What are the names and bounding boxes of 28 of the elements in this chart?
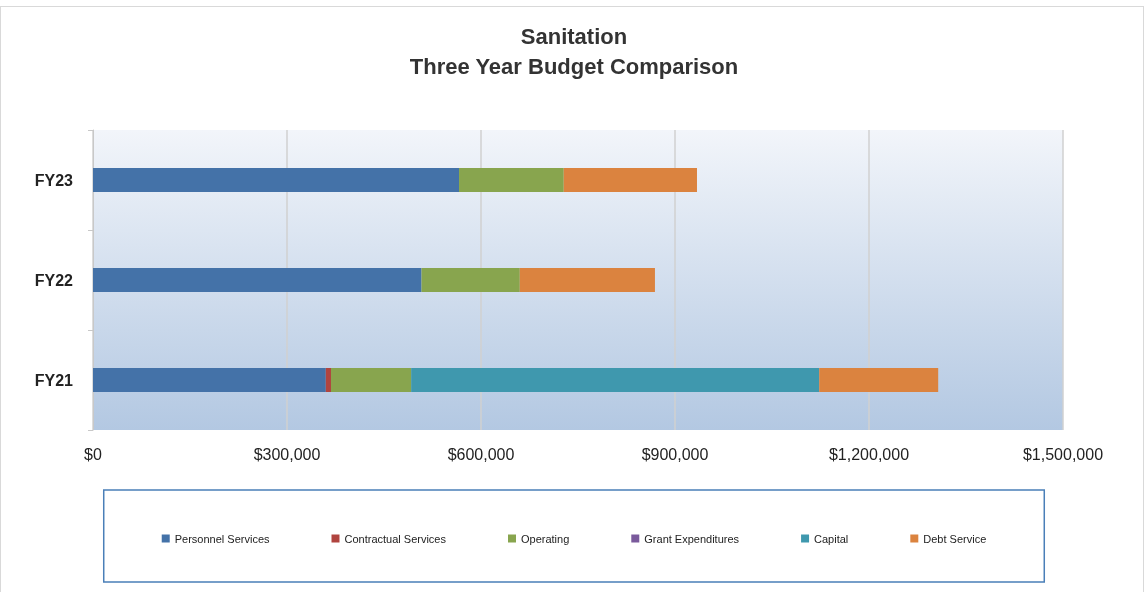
chart-title: Sanitation bbox=[520, 23, 628, 49]
bar bbox=[819, 368, 939, 392]
bar bbox=[330, 368, 412, 392]
bar bbox=[421, 268, 520, 292]
legend-label: Debt Service bbox=[923, 532, 987, 545]
x-tick-label: $0 bbox=[84, 445, 102, 463]
bar bbox=[93, 168, 460, 192]
x-tick-label: $1,500,000 bbox=[1022, 445, 1104, 463]
bar bbox=[459, 168, 564, 192]
legend-label: Operating bbox=[520, 532, 570, 545]
legend-label: Contractual Services bbox=[344, 532, 447, 545]
bar bbox=[411, 368, 820, 392]
y-tick-label: FY21 bbox=[34, 371, 74, 389]
x-tick-label: $900,000 bbox=[641, 445, 709, 463]
legend-label: Capital bbox=[814, 532, 849, 545]
bar bbox=[93, 368, 326, 392]
bar bbox=[93, 268, 422, 292]
bar bbox=[563, 168, 697, 192]
x-tick-label: $1,200,000 bbox=[828, 445, 910, 463]
x-tick-label: $600,000 bbox=[447, 445, 515, 463]
bar bbox=[325, 368, 331, 392]
x-tick-label: $300,000 bbox=[253, 445, 321, 463]
y-tick-label: FY22 bbox=[34, 271, 74, 289]
y-tick-label: FY23 bbox=[34, 171, 74, 189]
bar bbox=[519, 268, 655, 292]
legend-label: Personnel Services bbox=[174, 532, 270, 545]
chart-subtitle: Three Year Budget Comparison bbox=[409, 53, 739, 79]
legend-label: Grant Expenditures bbox=[644, 532, 740, 545]
